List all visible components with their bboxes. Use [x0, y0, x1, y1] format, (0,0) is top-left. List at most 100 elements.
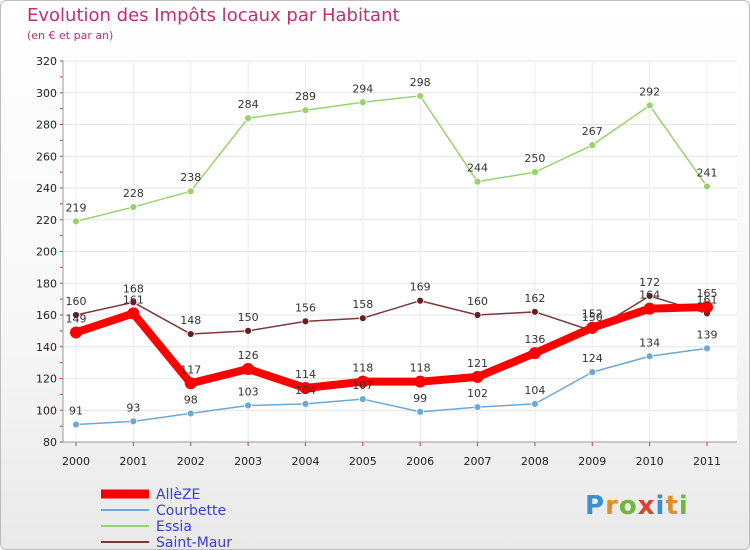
data-point — [703, 182, 711, 191]
x-tick-label: 2001 — [119, 455, 147, 468]
x-tick-label: 2010 — [636, 455, 664, 468]
data-point — [416, 92, 425, 100]
data-point — [473, 311, 482, 319]
data-label: 104 — [295, 384, 316, 397]
data-point — [416, 296, 425, 305]
y-tick-label: 180 — [36, 277, 57, 290]
data-point — [186, 187, 195, 196]
data-point — [473, 403, 482, 411]
data-label: 219 — [66, 201, 87, 214]
y-tick-label: 240 — [36, 182, 57, 195]
data-point — [588, 141, 597, 150]
data-point — [72, 311, 80, 319]
y-tick-label: 200 — [36, 246, 57, 259]
data-point — [244, 326, 252, 335]
data-label: 104 — [524, 384, 545, 397]
data-label: 150 — [238, 311, 259, 324]
data-label: 118 — [352, 362, 373, 375]
x-tick-label: 2000 — [62, 455, 90, 468]
data-point — [244, 114, 252, 123]
data-label: 294 — [352, 82, 373, 95]
data-point — [531, 399, 539, 408]
x-tick-label: 2007 — [464, 455, 492, 468]
data-point — [528, 347, 541, 360]
data-label: 91 — [69, 405, 83, 418]
data-label: 150 — [582, 311, 603, 324]
data-point — [358, 395, 367, 404]
data-point — [356, 375, 369, 388]
data-point — [129, 298, 138, 307]
data-point — [184, 377, 197, 390]
data-label: 165 — [697, 287, 718, 300]
y-tick-label: 100 — [36, 404, 57, 417]
y-tick-label: 80 — [43, 436, 57, 449]
data-point — [301, 106, 310, 115]
logo-letter: i — [655, 491, 666, 521]
x-tick-label: 2009 — [578, 455, 606, 468]
data-label: 102 — [467, 387, 488, 400]
logo-letter: o — [618, 491, 638, 521]
x-tick-label: 2003 — [234, 455, 262, 468]
legend-label: Courbette — [156, 503, 226, 519]
data-label: 134 — [639, 336, 660, 349]
y-tick-label: 320 — [36, 55, 57, 68]
data-point — [127, 307, 140, 320]
data-label: 292 — [639, 85, 660, 98]
data-point — [70, 326, 82, 339]
series-line-allèze — [74, 303, 708, 393]
data-label: 118 — [410, 362, 431, 375]
data-point — [703, 344, 711, 353]
data-point — [643, 302, 656, 315]
x-tick-label: 2005 — [349, 455, 377, 468]
data-label: 121 — [467, 357, 488, 370]
data-label: 98 — [184, 393, 198, 406]
legend-label: Saint-Maur — [156, 535, 232, 550]
series-line-essia — [75, 95, 708, 223]
logo-letter: t — [665, 491, 679, 521]
data-label: 156 — [295, 301, 316, 314]
logo-letter: r — [605, 491, 619, 521]
data-point — [244, 401, 252, 410]
data-label: 124 — [582, 352, 603, 365]
data-point — [301, 399, 310, 408]
logo-letter: i — [678, 491, 689, 521]
data-point — [531, 307, 539, 316]
data-point — [416, 407, 425, 416]
data-label: 139 — [697, 328, 718, 341]
y-tick-label: 260 — [36, 150, 57, 163]
y-tick-label: 120 — [36, 373, 57, 386]
data-point — [471, 370, 484, 383]
logo-letter: x — [637, 491, 656, 521]
data-label: 160 — [66, 295, 87, 308]
data-label: 117 — [180, 363, 201, 376]
y-tick-label: 140 — [36, 341, 57, 354]
data-label: 161 — [697, 293, 718, 306]
y-tick-label: 160 — [36, 309, 57, 322]
data-label: 162 — [524, 292, 545, 305]
proxiti-logo: Proxiti — [585, 491, 689, 521]
data-point — [531, 168, 539, 177]
data-point — [242, 362, 255, 375]
x-tick-label: 2011 — [693, 455, 721, 468]
data-label: 238 — [180, 171, 201, 184]
data-label: 241 — [697, 166, 718, 179]
data-label: 107 — [352, 379, 373, 392]
data-label: 250 — [524, 152, 545, 165]
data-point — [588, 368, 597, 377]
data-label: 99 — [413, 392, 427, 405]
data-point — [129, 203, 138, 211]
x-tick-label: 2008 — [521, 455, 549, 468]
data-point — [473, 177, 482, 186]
data-point — [299, 382, 312, 395]
data-label: 164 — [639, 289, 660, 302]
data-point — [72, 420, 80, 429]
data-label: 93 — [126, 401, 140, 414]
data-label: 114 — [295, 368, 316, 381]
data-label: 126 — [238, 349, 259, 362]
data-label: 228 — [123, 187, 144, 200]
x-tick-label: 2006 — [406, 455, 434, 468]
y-tick-label: 280 — [36, 119, 57, 132]
y-tick-label: 220 — [36, 214, 57, 227]
